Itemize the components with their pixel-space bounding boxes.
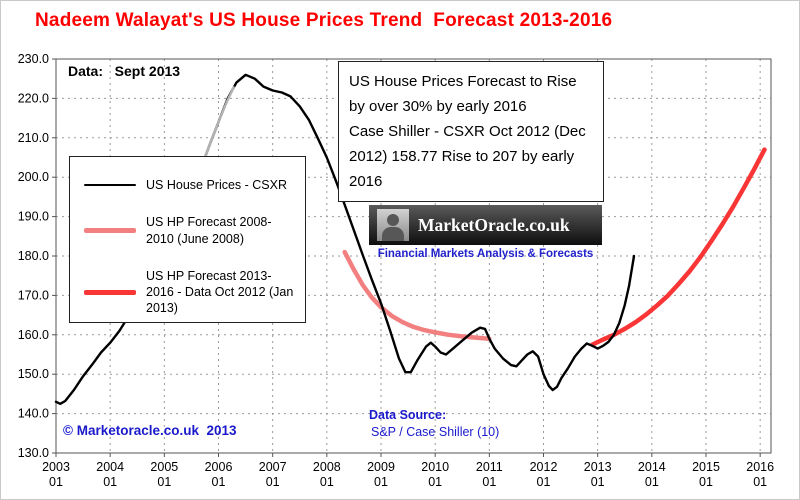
x-tick-year-label: 2010 bbox=[421, 460, 449, 474]
x-tick-month-label: 01 bbox=[591, 475, 605, 489]
series-forecast-2013-2016 bbox=[590, 147, 767, 347]
y-tick-label: 160.0 bbox=[18, 328, 49, 342]
x-tick-month-label: 01 bbox=[103, 475, 117, 489]
legend-label-forecast-2013: US HP Forecast 2013-2016 - Data Oct 2012… bbox=[146, 268, 294, 316]
x-tick-year-label: 2011 bbox=[476, 460, 503, 474]
legend-item-forecast-2013: US HP Forecast 2013-2016 - Data Oct 2012… bbox=[84, 268, 297, 317]
legend-label-forecast-2008: US HP Forecast 2008-2010 (June 2008) bbox=[146, 215, 272, 246]
x-tick-month-label: 01 bbox=[157, 475, 171, 489]
y-tick-label: 210.0 bbox=[18, 131, 49, 145]
x-tick-year-label: 2005 bbox=[150, 460, 178, 474]
x-tick-month-label: 01 bbox=[699, 475, 713, 489]
data-source: Data Source: S&P / Case Shiller (10) bbox=[369, 408, 499, 439]
x-tick-year-label: 2007 bbox=[259, 460, 287, 474]
legend-swatch-forecast-2008 bbox=[84, 228, 136, 233]
x-tick-month-label: 01 bbox=[482, 475, 496, 489]
legend-label-csxr: US House Prices - CSXR bbox=[146, 178, 288, 192]
y-tick-label: 220.0 bbox=[18, 91, 49, 105]
marketoracle-logo: MarketOracle.co.uk Financial Markets Ana… bbox=[369, 205, 602, 260]
x-tick-month-label: 01 bbox=[49, 475, 63, 489]
x-tick-year-label: 2009 bbox=[367, 460, 395, 474]
logo-subtitle: Financial Markets Analysis & Forecasts bbox=[377, 248, 594, 260]
x-tick-month-label: 01 bbox=[753, 475, 767, 489]
data-source-label: Data Source: bbox=[369, 408, 447, 422]
y-tick-label: 150.0 bbox=[18, 367, 49, 381]
legend-item-csxr: US House Prices - CSXR bbox=[84, 177, 297, 193]
legend-item-forecast-2008: US HP Forecast 2008-2010 (June 2008) bbox=[84, 214, 297, 247]
x-tick-month-label: 01 bbox=[374, 475, 388, 489]
y-tick-label: 130.0 bbox=[18, 446, 49, 460]
legend-swatch-csxr bbox=[84, 184, 136, 187]
forecast-annotation-box: US House Prices Forecast to Rise by over… bbox=[338, 61, 604, 202]
x-tick-year-label: 2013 bbox=[584, 460, 612, 474]
x-tick-year-label: 2006 bbox=[205, 460, 233, 474]
x-tick-month-label: 01 bbox=[212, 475, 226, 489]
x-tick-month-label: 01 bbox=[428, 475, 442, 489]
y-tick-label: 170.0 bbox=[18, 288, 49, 302]
x-tick-year-label: 2012 bbox=[530, 460, 558, 474]
x-tick-month-label: 01 bbox=[537, 475, 551, 489]
y-tick-label: 180.0 bbox=[18, 249, 49, 263]
x-tick-year-label: 2014 bbox=[638, 460, 666, 474]
x-tick-year-label: 2008 bbox=[313, 460, 341, 474]
plot-border bbox=[55, 58, 772, 454]
data-source-value: S&P / Case Shiller (10) bbox=[371, 425, 500, 439]
legend: US House Prices - CSXR US HP Forecast 20… bbox=[69, 156, 306, 323]
page-title: Nadeem Walayat's US House Prices Trend F… bbox=[35, 10, 613, 31]
series-forecast-2008-2010 bbox=[342, 249, 492, 341]
logo-bar: MarketOracle.co.uk bbox=[369, 205, 602, 245]
logo-portrait-image bbox=[377, 209, 409, 241]
copyright-text: © Marketoracle.co.uk 2013 bbox=[63, 423, 237, 438]
data-asof-label: Data: Sept 2013 bbox=[68, 63, 181, 79]
logo-title: MarketOracle.co.uk bbox=[418, 214, 570, 235]
legend-swatch-forecast-2013 bbox=[84, 289, 136, 295]
x-tick-year-label: 2015 bbox=[692, 460, 720, 474]
y-tick-label: 190.0 bbox=[18, 210, 49, 224]
x-tick-month-label: 01 bbox=[266, 475, 280, 489]
x-tick-month-label: 01 bbox=[645, 475, 659, 489]
x-tick-year-label: 2004 bbox=[96, 460, 124, 474]
y-tick-label: 140.0 bbox=[18, 407, 49, 421]
annotation-line-2: Case Shiller - CSXR Oct 2012 (Dec 2012) … bbox=[349, 123, 586, 190]
y-tick-label: 230.0 bbox=[18, 52, 49, 66]
y-tick-label: 200.0 bbox=[18, 170, 49, 184]
x-tick-year-label: 2003 bbox=[42, 460, 70, 474]
annotation-line-1: US House Prices Forecast to Rise by over… bbox=[349, 73, 577, 115]
x-tick-year-label: 2016 bbox=[746, 460, 774, 474]
x-tick-month-label: 01 bbox=[320, 475, 334, 489]
